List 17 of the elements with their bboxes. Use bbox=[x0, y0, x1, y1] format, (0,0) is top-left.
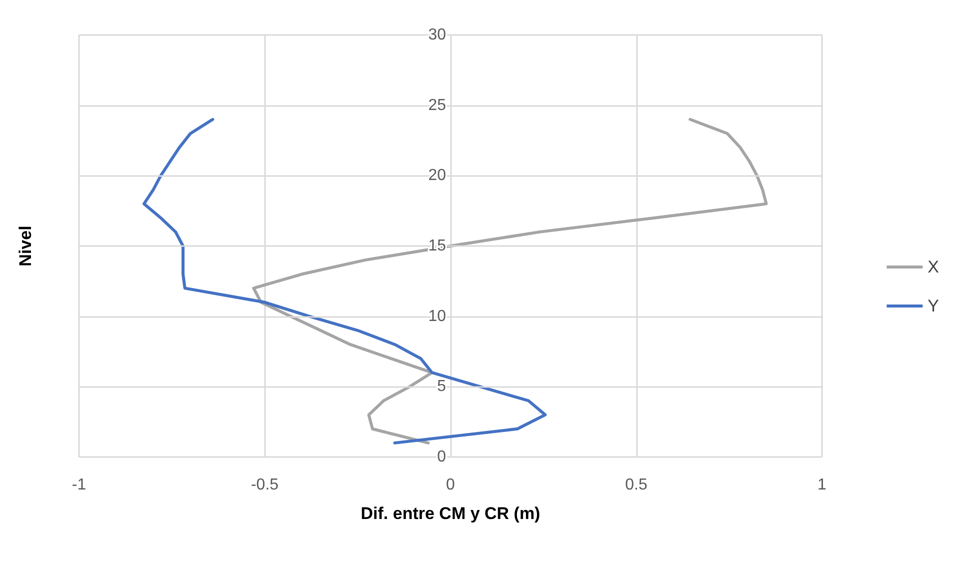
line-series bbox=[142, 118, 547, 444]
y-tick-label: 10 bbox=[428, 308, 446, 325]
y-tick-label: 30 bbox=[428, 26, 446, 44]
x-tick-label: -0.5 bbox=[250, 476, 279, 494]
legend-label: Y bbox=[928, 296, 940, 316]
legend-label: X bbox=[928, 258, 940, 276]
y-tick-label: 5 bbox=[437, 378, 446, 396]
y-tick-label: 20 bbox=[428, 167, 446, 184]
y-axis-title: Nivel bbox=[16, 226, 35, 266]
y-tick-label: 15 bbox=[428, 238, 446, 254]
x-tick-label: 1 bbox=[818, 476, 827, 494]
x-axis-title: Dif. entre CM y CR (m) bbox=[360, 504, 540, 523]
y-tick-label: 25 bbox=[428, 96, 446, 114]
y-tick-label: 0 bbox=[437, 448, 446, 466]
x-tick-label: 0.5 bbox=[625, 476, 648, 494]
x-tick-label: -1 bbox=[72, 476, 86, 494]
line-series bbox=[252, 118, 768, 444]
